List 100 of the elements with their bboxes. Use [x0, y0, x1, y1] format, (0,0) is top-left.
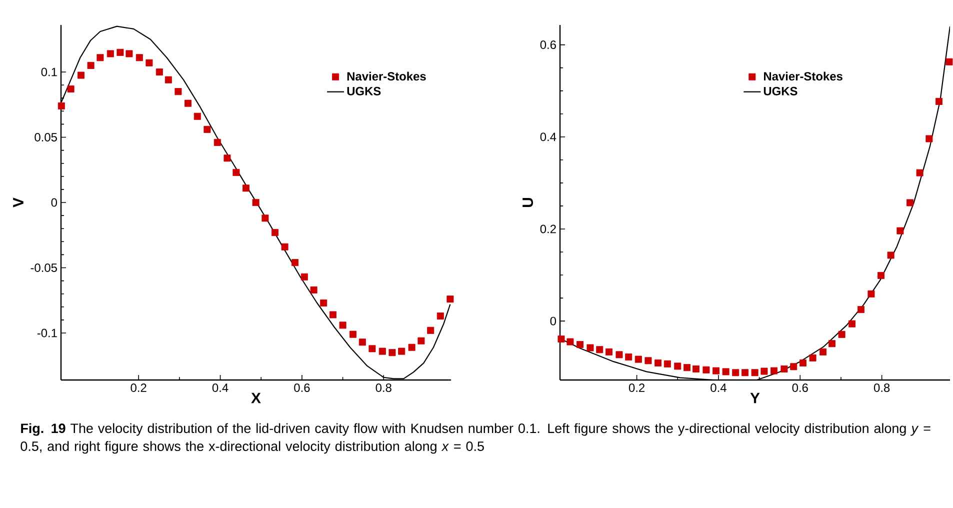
point: [606, 348, 613, 356]
x-tick-label: 0.6: [792, 384, 808, 392]
point: [232, 168, 240, 176]
text: Fig. 19 The velocity distribution of the lid-driven cavity flow with Knudsen number 0.1. Left figure shows the y-directional velocity distribution along y = 0.5, and right figure shows the x-directional velocity distribution along x = 0.5: [20, 423, 930, 454]
point: [616, 351, 623, 358]
point: [194, 112, 201, 120]
point: [692, 365, 700, 372]
y-tick-label: 0.4: [540, 132, 556, 142]
point: [634, 356, 642, 363]
point: [67, 85, 74, 92]
legend-label: Navier-Stokes: [764, 72, 842, 81]
point: [751, 369, 758, 376]
point: [770, 367, 778, 374]
point: [310, 286, 318, 294]
point: [126, 50, 133, 58]
point: [916, 169, 924, 176]
legend-label: Navier-Stokes: [347, 72, 426, 81]
point: [790, 363, 798, 370]
point: [654, 359, 662, 366]
point: [760, 368, 768, 375]
point: [625, 353, 632, 360]
point: [906, 199, 914, 206]
point: [799, 359, 806, 366]
point: [262, 214, 269, 222]
point: [820, 348, 827, 356]
point: [388, 349, 396, 356]
point: [712, 367, 720, 374]
point: [576, 341, 584, 348]
legend-label: UGKS: [347, 86, 381, 96]
point: [339, 322, 346, 329]
point: [558, 336, 565, 343]
point: [164, 76, 172, 84]
point: [857, 306, 864, 314]
x-tick-label: 0.2: [628, 384, 644, 392]
point: [78, 72, 85, 79]
y-tick-label: 0: [550, 316, 556, 326]
point: [87, 62, 94, 69]
x-tick-label: 0.8: [874, 384, 890, 392]
y-tick-label: 0.6: [540, 40, 556, 50]
point: [436, 312, 444, 320]
x-tick-label: 0.8: [376, 384, 392, 392]
x-tick-label: 0.6: [294, 384, 310, 392]
point: [935, 98, 942, 105]
point: [596, 346, 604, 354]
point: [320, 299, 328, 306]
point: [674, 362, 682, 370]
point: [809, 354, 816, 362]
point: [868, 290, 875, 298]
point: [329, 311, 336, 318]
point: [684, 364, 691, 372]
point: [586, 344, 594, 352]
point: [664, 360, 671, 368]
legend-label: UGKS: [764, 86, 798, 96]
point: [828, 340, 836, 348]
point: [242, 184, 250, 192]
point: [271, 229, 278, 236]
point: [418, 337, 425, 344]
point: [156, 68, 163, 76]
y-tick-label: 0: [51, 198, 58, 207]
point: [427, 326, 434, 334]
point: [926, 135, 933, 142]
point: [146, 59, 153, 66]
point: [722, 368, 730, 376]
point: [136, 54, 143, 62]
point: [214, 138, 221, 146]
point: [292, 259, 299, 266]
point: [300, 273, 308, 280]
point: [58, 102, 65, 110]
x-axis-title: X: [251, 392, 261, 404]
point: [398, 348, 406, 355]
y-axis-title: U: [522, 198, 534, 207]
point: [358, 338, 366, 346]
point: [446, 296, 454, 303]
point: [878, 272, 884, 279]
x-tick-label: 0.4: [212, 384, 228, 392]
y-tick-label: 0.05: [34, 133, 57, 142]
point: [204, 126, 211, 133]
point: [732, 369, 740, 376]
y-axis-title: V: [13, 198, 24, 208]
point: [281, 243, 288, 250]
point: [566, 338, 574, 346]
point: [702, 366, 710, 374]
y-tick-label: 0.2: [540, 224, 556, 234]
point: [116, 48, 124, 56]
point: [887, 252, 894, 259]
point: [174, 88, 182, 96]
point: [838, 330, 846, 338]
point: [106, 50, 114, 58]
point: [644, 357, 652, 364]
point: [742, 369, 749, 376]
y-tick-label: 0.1: [41, 68, 57, 76]
y-tick-label: -0.1: [37, 328, 57, 338]
x-tick-label: 0.4: [710, 384, 726, 392]
x-tick-label: 0.2: [130, 384, 146, 392]
point: [368, 345, 376, 352]
point: [780, 365, 788, 372]
point: [184, 100, 192, 107]
point: [224, 154, 231, 162]
point: [252, 198, 260, 206]
y-tick-label: -0.05: [30, 264, 57, 272]
